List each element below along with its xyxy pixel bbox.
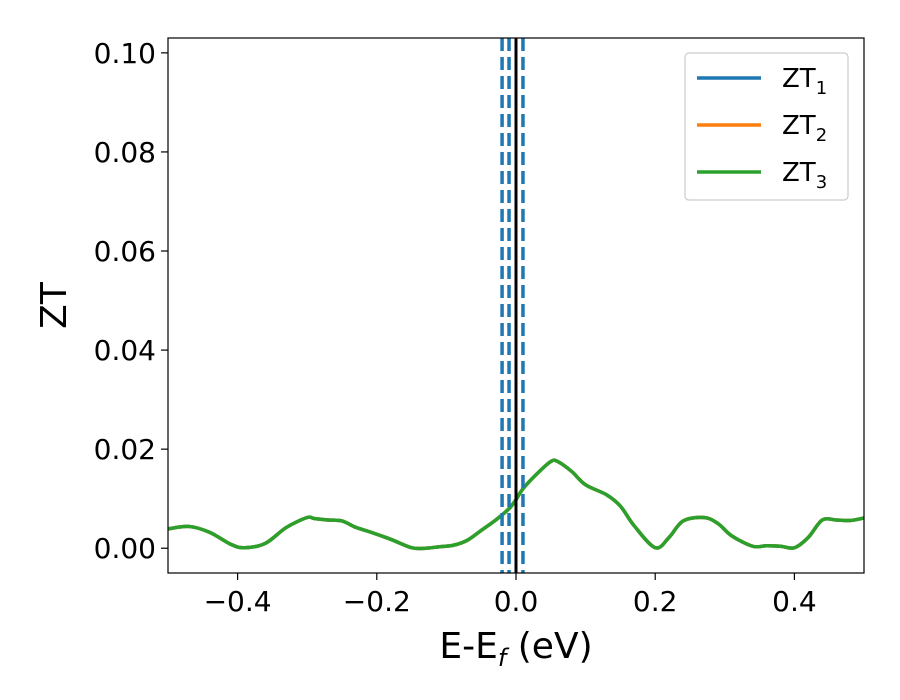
legend-entries: ZT1 ZT2 ZT3 xyxy=(697,64,827,193)
legend-entry-2: ZT2 xyxy=(697,111,827,146)
series-layer xyxy=(168,458,864,551)
y-axis-ticks: 0.00 0.02 0.04 0.06 0.08 0.10 xyxy=(94,37,168,565)
y-tick-label: 0.02 xyxy=(94,433,156,466)
x-tick-label: −0.4 xyxy=(204,585,272,618)
x-axis-label-main: E-E xyxy=(439,626,497,667)
y-tick-label: 0.10 xyxy=(94,37,156,70)
y-tick-label: 0.04 xyxy=(94,334,156,367)
legend-entry-3: ZT3 xyxy=(697,158,827,193)
legend: ZT1 ZT2 ZT3 xyxy=(684,52,849,201)
x-tick-label: 0.0 xyxy=(494,585,539,618)
legend-box xyxy=(684,52,849,201)
legend-label: ZT1 xyxy=(782,64,827,99)
y-axis-label: ZT xyxy=(34,281,75,329)
y-tick-label: 0.00 xyxy=(94,532,156,565)
series-line-3 xyxy=(168,458,864,551)
legend-label: ZT2 xyxy=(782,111,827,146)
legend-entry-1: ZT1 xyxy=(697,64,827,99)
x-axis-ticks: −0.4 −0.2 0.0 0.2 0.4 xyxy=(204,573,817,618)
y-tick-label: 0.08 xyxy=(94,136,156,169)
reference-lines xyxy=(500,38,525,573)
x-tick-label: 0.4 xyxy=(772,585,817,618)
x-axis-label-suffix: (eV) xyxy=(506,626,592,667)
x-axis-label: E-Ef (eV) xyxy=(439,626,592,672)
x-tick-label: 0.2 xyxy=(633,585,678,618)
x-tick-label: −0.2 xyxy=(343,585,411,618)
legend-label: ZT3 xyxy=(782,158,827,193)
y-tick-label: 0.06 xyxy=(94,235,156,268)
